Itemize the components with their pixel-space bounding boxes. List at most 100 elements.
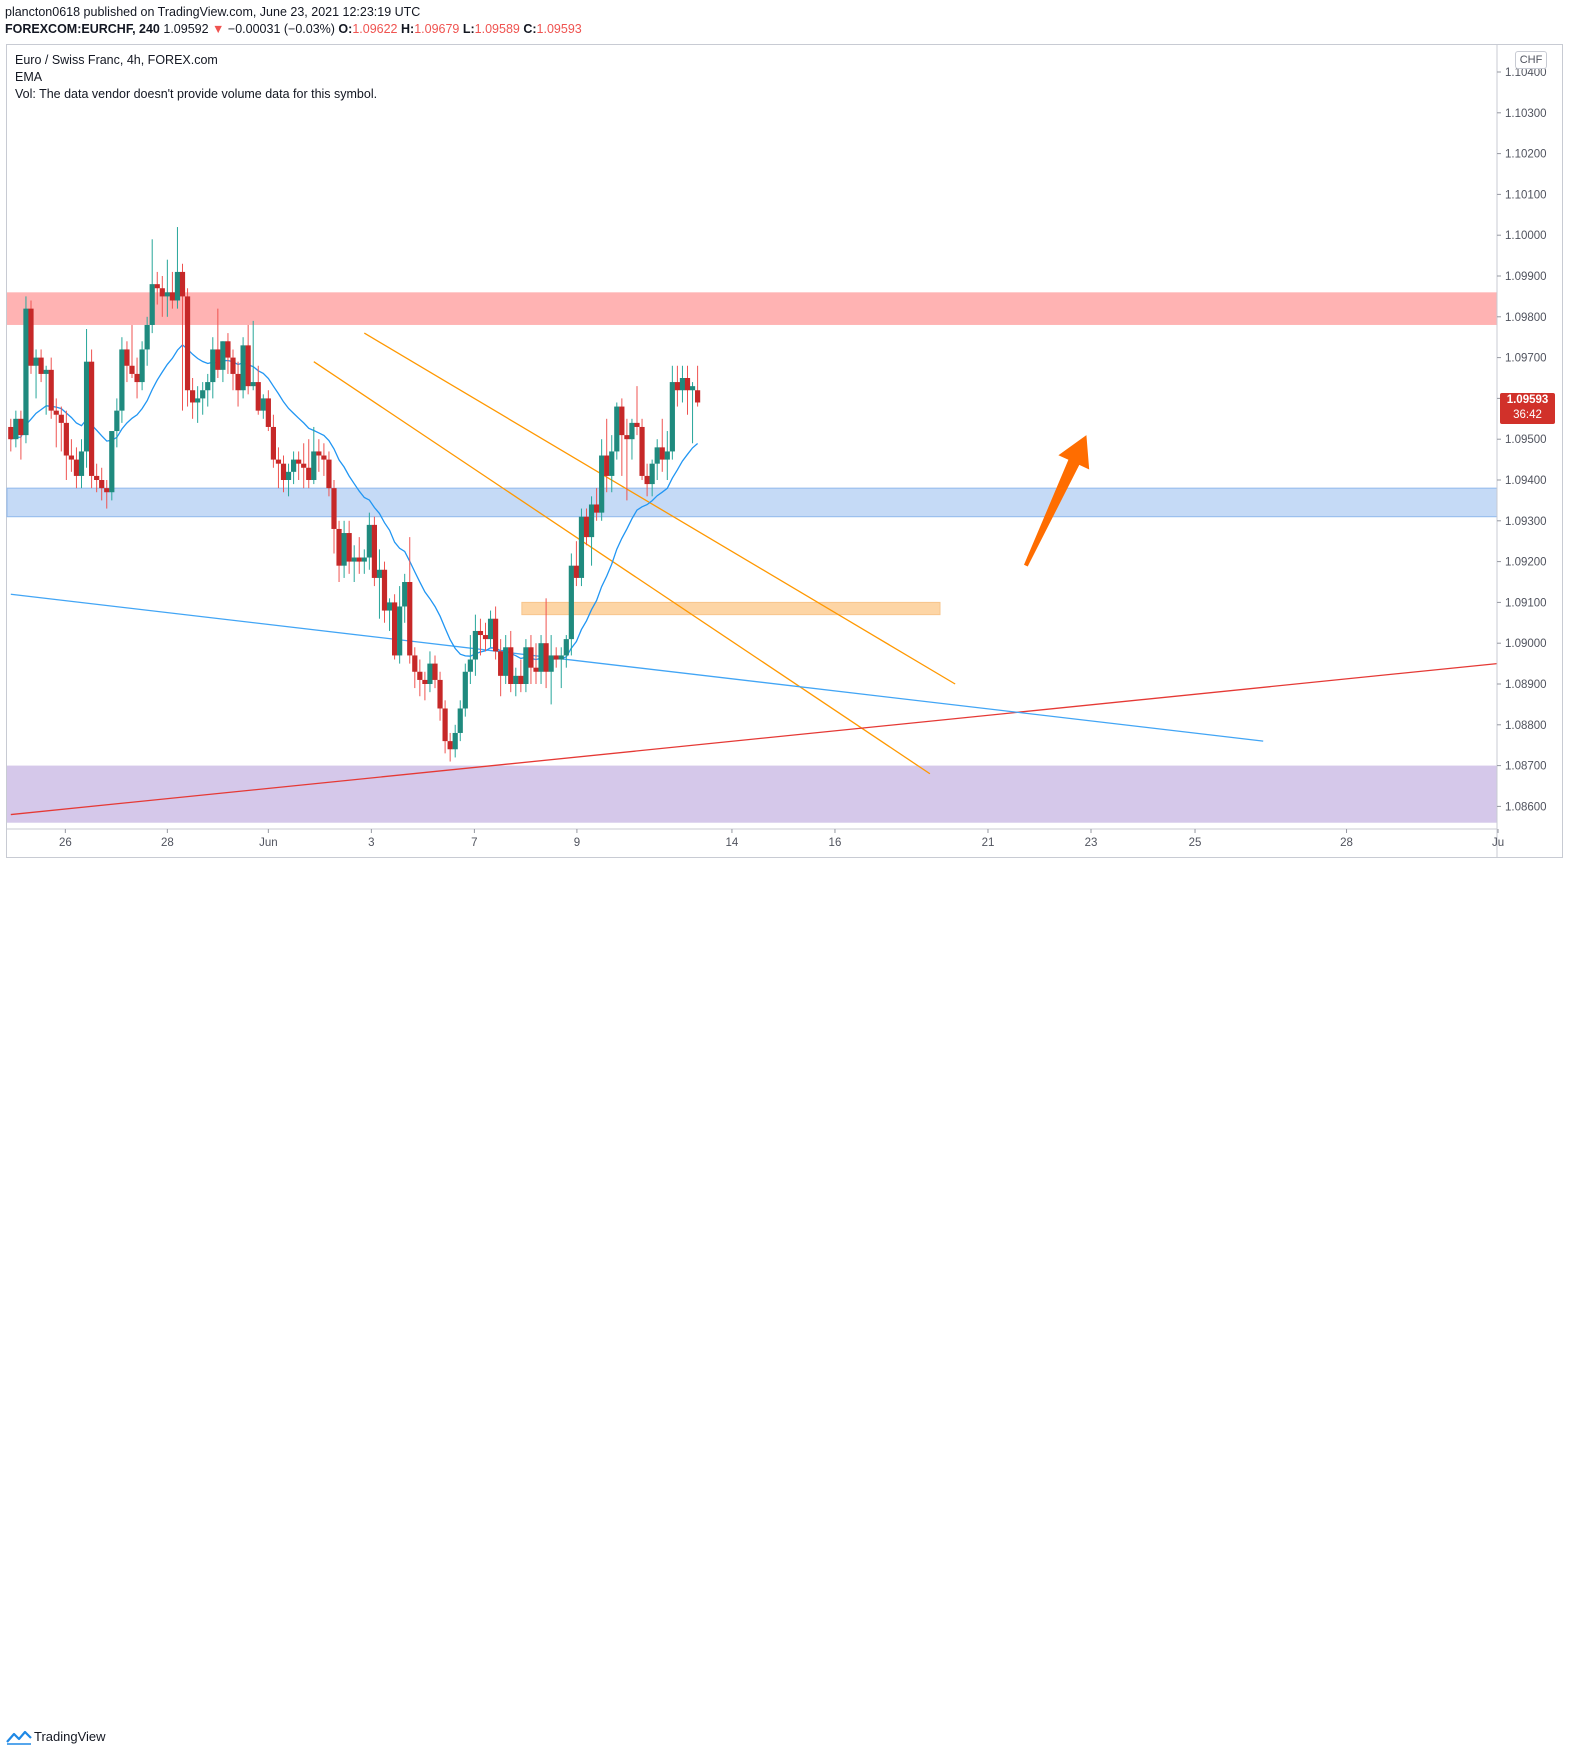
candle-body <box>649 463 655 485</box>
time-tick-label: 25 <box>1189 837 1202 849</box>
candle-body <box>553 655 559 660</box>
candle-body <box>346 533 352 562</box>
candle <box>179 263 186 411</box>
candle-body <box>664 451 670 460</box>
candle-body <box>8 426 14 440</box>
time-tick-label: 28 <box>161 837 174 849</box>
price-tick-label: 1.09800 <box>1505 312 1547 324</box>
candle <box>361 549 367 574</box>
candle <box>619 398 625 476</box>
candle <box>689 382 696 444</box>
candle-body <box>412 655 418 672</box>
candle <box>528 635 534 684</box>
low-label: L: <box>462 22 475 36</box>
candle <box>508 630 514 693</box>
candle <box>190 378 196 419</box>
time-tick-label: 14 <box>726 837 739 849</box>
price-tick-label: 1.09000 <box>1505 638 1547 650</box>
candle <box>695 365 701 407</box>
legend-ema[interactable]: EMA <box>15 70 43 84</box>
candle-body <box>417 671 423 680</box>
candle <box>533 643 539 684</box>
price-tick-label: 1.09900 <box>1505 271 1547 283</box>
candle <box>397 586 403 664</box>
candle-body <box>482 635 489 640</box>
candle <box>583 508 590 546</box>
candle-body <box>472 630 478 660</box>
candle <box>376 549 383 619</box>
candle-body <box>578 516 585 578</box>
candle-body <box>689 386 696 391</box>
candle <box>129 324 135 378</box>
candle <box>169 271 175 309</box>
candle-body <box>321 455 327 460</box>
candle-body <box>614 406 620 452</box>
candle <box>573 541 579 587</box>
candle-body <box>83 361 90 452</box>
candle-body <box>437 679 443 709</box>
candle-body <box>477 630 484 636</box>
candle <box>215 308 221 378</box>
candle <box>386 598 393 631</box>
candle <box>503 635 509 684</box>
candle <box>679 365 686 403</box>
candle-body <box>674 382 680 391</box>
candle-body <box>316 451 322 456</box>
candle-body <box>89 361 95 476</box>
price-tick-label: 1.09200 <box>1505 557 1547 569</box>
chart-frame[interactable] <box>6 44 1563 858</box>
candle-body <box>270 426 276 460</box>
price-tick-label: 1.08900 <box>1505 679 1547 691</box>
candle <box>270 414 276 468</box>
candle-body <box>285 471 292 480</box>
candle <box>553 647 559 668</box>
candle <box>260 394 266 419</box>
candle-body <box>13 418 19 440</box>
currency-badge[interactable]: CHF <box>1515 51 1547 69</box>
tradingview-logo-icon[interactable] <box>6 1729 32 1745</box>
candle <box>518 659 524 693</box>
candle <box>245 324 251 395</box>
candle <box>94 463 100 493</box>
price-tick-label: 1.08700 <box>1505 761 1547 773</box>
price-chart[interactable]: 1.10400 1.10300 1.10200 1.10100 1.10000 1.099… <box>0 0 1575 897</box>
candle <box>523 639 529 693</box>
candle <box>341 520 347 578</box>
candle <box>614 402 620 460</box>
candle-body <box>447 741 453 750</box>
candle <box>109 431 115 501</box>
candle-body <box>240 345 246 391</box>
footer: TradingView <box>0 862 1575 1745</box>
candle <box>513 667 519 697</box>
candle <box>28 300 34 374</box>
candle <box>255 365 261 415</box>
candle-body <box>629 422 635 440</box>
legend-volume[interactable]: Vol: The data vendor doesn't provide vol… <box>15 87 378 101</box>
candle <box>417 659 423 697</box>
arrow-layer <box>1024 435 1090 567</box>
candle-body <box>392 602 398 656</box>
candle <box>447 732 453 762</box>
candle-body <box>442 708 448 742</box>
candle-body <box>508 647 514 684</box>
candle <box>356 537 362 574</box>
candle-body <box>326 459 332 489</box>
tradingview-brand[interactable]: TradingView <box>34 1729 106 1744</box>
legend-title[interactable]: Euro / Swiss Franc, 4h, FOREX.com <box>15 53 218 67</box>
symbol-label[interactable]: FOREXCOM:EURCHF, 240 <box>5 22 160 36</box>
candle <box>306 439 312 489</box>
candle <box>366 512 372 570</box>
last-price: 1.09592 <box>163 22 209 36</box>
candle <box>462 663 468 717</box>
candle-body <box>371 524 377 578</box>
time-tick-label: 7 <box>471 837 477 849</box>
candle-body <box>356 557 362 562</box>
candle-body <box>184 296 191 391</box>
candle <box>487 610 494 648</box>
candle <box>13 410 19 448</box>
candle <box>8 418 14 452</box>
high-value: 1.09679 <box>414 22 460 36</box>
change-arrow-icon: ▼ <box>212 22 225 36</box>
candle-body <box>558 655 564 660</box>
candle-body <box>639 426 645 476</box>
